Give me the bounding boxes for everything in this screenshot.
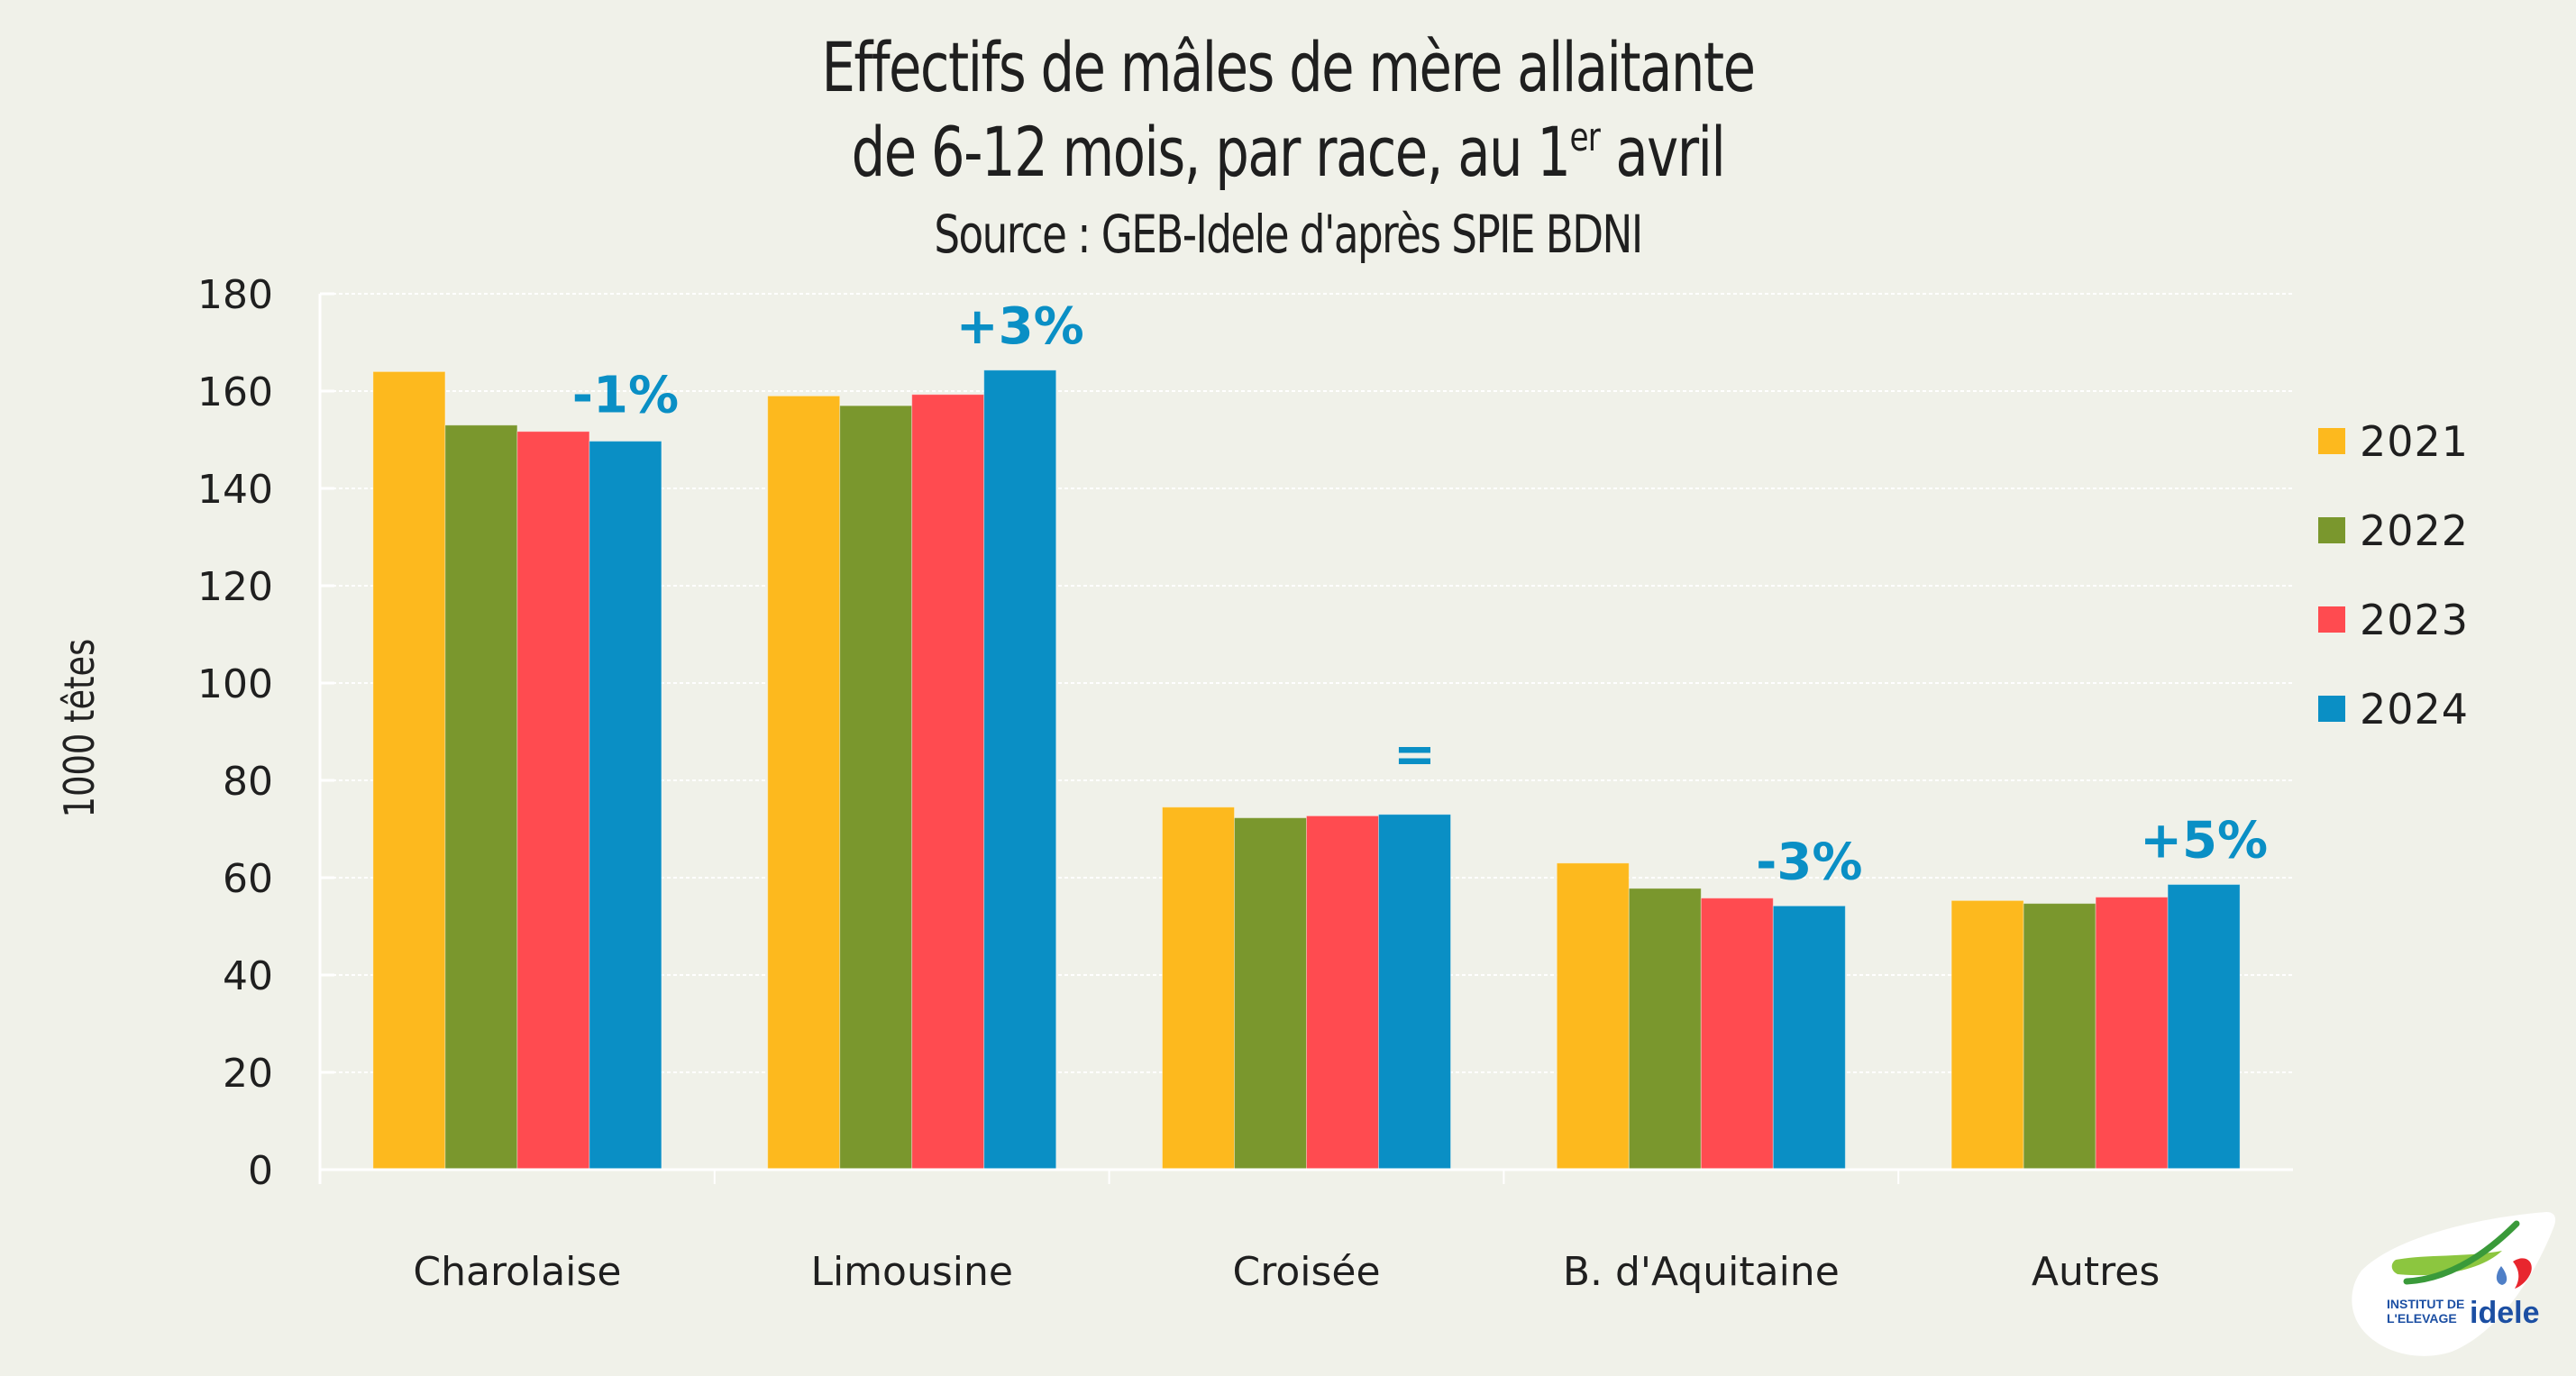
logo-text-line1: INSTITUT DE — [2387, 1297, 2464, 1311]
y-axis-ticks: 0 20 40 60 80 100 120 140 160 180 — [197, 272, 273, 1194]
legend-item-2022: 2022 — [2318, 486, 2469, 575]
logo-red-flame — [2513, 1258, 2532, 1289]
legend-swatch — [2318, 696, 2345, 722]
change-annotation: -1% — [572, 367, 679, 425]
legend-label: 2021 — [2360, 416, 2470, 466]
bar-2023-limousine — [911, 394, 985, 1171]
bar-2023-autres — [2095, 897, 2169, 1171]
legend-label: 2024 — [2360, 684, 2470, 734]
bar-2021-limousine — [767, 395, 841, 1171]
y-tick-label: 40 — [223, 953, 273, 999]
chart-title-superscript: er — [1569, 114, 1601, 160]
legend-item-2024: 2024 — [2318, 664, 2469, 753]
bar-2024-bdaquitaine — [1772, 905, 1846, 1171]
y-tick-label: 20 — [223, 1051, 273, 1097]
y-tick-label: 0 — [248, 1148, 273, 1194]
change-annotations: -1% +3% = -3% +5% — [572, 297, 2268, 892]
legend: 2021 2022 2023 2024 — [2318, 396, 2469, 753]
bar-2024-charolaise — [589, 441, 662, 1171]
logo-text-line2: L'ELEVAGE — [2387, 1311, 2457, 1326]
bars — [372, 369, 2241, 1171]
bar-2023-charolaise — [516, 431, 590, 1171]
chart-title-line1: Effectifs de mâles de mère allaitante — [821, 27, 1756, 107]
change-annotation: = — [1393, 725, 1436, 784]
bar-2024-autres — [2167, 884, 2241, 1171]
bar-2022-croise — [1234, 817, 1307, 1171]
y-tick-label: 140 — [197, 467, 273, 513]
y-tick-label: 180 — [197, 272, 273, 318]
x-category-label: B. d'Aquitaine — [1563, 1249, 1840, 1295]
legend-item-2021: 2021 — [2318, 396, 2469, 486]
axes — [318, 294, 2293, 1184]
change-annotation: -3% — [1756, 833, 1862, 891]
logo-shield-shape — [2352, 1212, 2556, 1356]
x-category-label: Autres — [2032, 1249, 2160, 1295]
change-annotation: +5% — [2140, 812, 2268, 870]
legend-swatch — [2318, 517, 2345, 543]
bar-2021-bdaquitaine — [1556, 862, 1630, 1171]
bar-2021-croise — [1162, 806, 1235, 1171]
chart-title-line2-end: avril — [1600, 112, 1725, 192]
bar-2023-croise — [1306, 815, 1379, 1171]
change-annotation: +3% — [956, 297, 1084, 356]
chart-title-line2-main: de 6-12 mois, par race, au 1 — [851, 112, 1571, 192]
bar-2021-charolaise — [372, 370, 446, 1171]
y-tick-label: 60 — [223, 856, 273, 902]
legend-swatch — [2318, 428, 2345, 454]
idele-logo: INSTITUT DE L'ELEVAGE idele — [2343, 1207, 2560, 1361]
bar-2022-bdaquitaine — [1628, 888, 1702, 1171]
legend-label: 2022 — [2360, 506, 2470, 555]
y-tick-label: 80 — [223, 759, 273, 805]
chart-title-line2: de 6-12 mois, par race, au 1er avril — [283, 112, 2292, 192]
y-tick-label: 160 — [197, 369, 273, 415]
x-category-label: Croisée — [1232, 1249, 1380, 1295]
legend-item-2023: 2023 — [2318, 575, 2469, 664]
bar-2024-croise — [1378, 814, 1451, 1171]
y-tick-label: 100 — [197, 661, 273, 707]
logo-brand: idele — [2470, 1296, 2539, 1330]
bar-2023-bdaquitaine — [1700, 898, 1774, 1171]
bar-2021-autres — [1950, 899, 2024, 1171]
y-tick-label: 120 — [197, 564, 273, 610]
x-category-label: Limousine — [810, 1249, 1013, 1295]
bar-2022-autres — [2023, 903, 2096, 1171]
legend-swatch — [2318, 606, 2345, 633]
legend-label: 2023 — [2360, 595, 2470, 644]
logo-drop — [2496, 1266, 2507, 1285]
bar-2024-limousine — [983, 369, 1057, 1171]
bar-2022-charolaise — [444, 424, 518, 1171]
logo-green-stroke — [2403, 1220, 2520, 1285]
chart-subtitle: Source : GEB-Idele d'après SPIE BDNI — [934, 204, 1643, 265]
bar-2022-limousine — [839, 405, 913, 1171]
x-category-label: Charolaise — [413, 1249, 621, 1295]
x-axis-categories: Charolaise Limousine Croisée B. d'Aquitaine… — [413, 1249, 2160, 1295]
